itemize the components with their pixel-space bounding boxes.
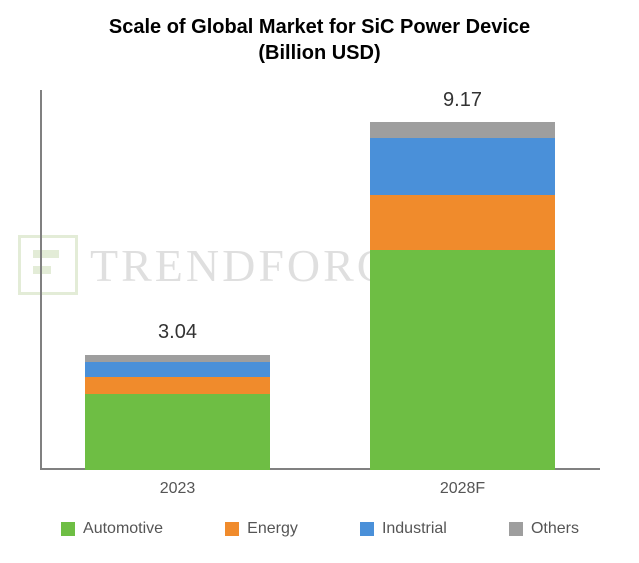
legend-item: Automotive <box>61 520 163 538</box>
legend: Automotive Energy Industrial Others <box>30 520 610 538</box>
bar-segment <box>85 394 270 470</box>
bar-segment <box>85 355 270 362</box>
bar-group: 3.042023 <box>85 355 270 471</box>
legend-swatch <box>509 522 523 536</box>
stacked-bar <box>370 122 555 470</box>
legend-label: Automotive <box>83 520 163 538</box>
stacked-bar <box>85 355 270 471</box>
category-label: 2028F <box>363 480 563 498</box>
legend-item: Others <box>509 520 579 538</box>
title-line2: (Billion USD) <box>0 40 639 66</box>
bar-segment <box>85 377 270 394</box>
legend-label: Industrial <box>382 520 447 538</box>
bar-segment <box>370 250 555 470</box>
bar-segment <box>370 122 555 138</box>
title-line1: Scale of Global Market for SiC Power Dev… <box>0 14 639 40</box>
legend-swatch <box>360 522 374 536</box>
bar-total-label: 3.04 <box>85 321 270 344</box>
legend-label: Energy <box>247 520 298 538</box>
legend-item: Industrial <box>360 520 447 538</box>
bar-segment <box>85 362 270 377</box>
y-axis <box>40 90 42 470</box>
legend-item: Energy <box>225 520 298 538</box>
legend-swatch <box>61 522 75 536</box>
bar-segment <box>370 195 555 250</box>
bar-total-label: 9.17 <box>370 89 555 112</box>
legend-swatch <box>225 522 239 536</box>
legend-label: Others <box>531 520 579 538</box>
chart-plot-area: 3.042023 9.172028F <box>40 90 600 470</box>
bar-segment <box>370 138 555 195</box>
bar-group: 9.172028F <box>370 122 555 470</box>
chart-title: Scale of Global Market for SiC Power Dev… <box>0 0 639 66</box>
category-label: 2023 <box>78 480 278 498</box>
